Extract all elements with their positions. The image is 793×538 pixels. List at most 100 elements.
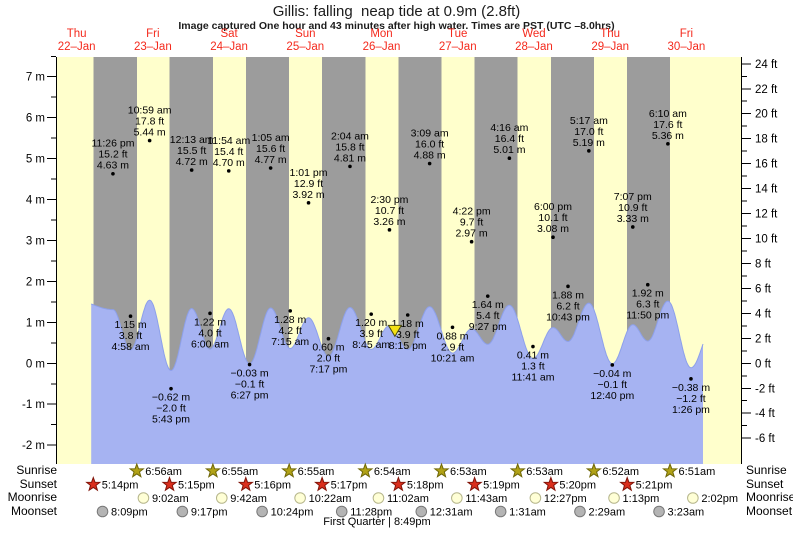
moonset-entry: 9:17pm [176, 505, 228, 519]
moonrise-entry: 12:27pm [529, 492, 587, 505]
moonrise-time: 11:43am [465, 493, 507, 505]
moonset-icon [653, 505, 665, 518]
sunrise-icon [433, 462, 450, 478]
right-axis-tick-label: 14 ft [755, 184, 778, 196]
moonrise-time: 9:02am [152, 493, 189, 505]
moonrise-icon [215, 492, 228, 504]
tide-point-dot [427, 161, 432, 166]
tide-point-dot [247, 362, 252, 367]
tide-label-line: 0.88 m [436, 330, 468, 342]
day-name: Thu [67, 28, 87, 40]
sunset-entry: 5:17pm [314, 476, 368, 492]
moonrise-icon [687, 492, 699, 504]
tide-point-dot [531, 344, 535, 349]
moonrise-row-label-right: Moonrise [746, 490, 793, 504]
moonrise-time: 10:22am [309, 493, 352, 505]
tide-label-line: 1.15 m [114, 319, 146, 331]
right-axis-tick-label: 18 ft [755, 134, 778, 146]
tide-point-dot [189, 168, 194, 172]
tide-label-line: 8:15 pm [389, 340, 427, 352]
right-axis-tick-label: 2 ft [755, 333, 772, 345]
sunrise-icon [585, 462, 602, 478]
tide-label-line: 5.01 m [493, 144, 525, 156]
moonrise-icon [137, 492, 150, 504]
tide-label-line: 11:41 am [511, 372, 554, 384]
day-date: 23–Jan [134, 41, 172, 53]
moonset-entry: 11:28pm [335, 505, 392, 519]
right-axis-tick-label: 0 ft [755, 358, 772, 370]
sunset-icon [542, 476, 559, 492]
tide-label-line: 1.92 m [632, 288, 664, 300]
tide-label-line: 6.3 ft [636, 299, 659, 311]
tide-label-line: 17.8 ft [135, 116, 164, 128]
tide-label-line: 4:16 am [490, 122, 528, 134]
sunset-time: 5:17pm [331, 480, 368, 492]
day-name: Sun [295, 28, 315, 40]
sunset-time: 5:14pm [102, 480, 139, 492]
right-axis-tick-label: 22 ft [755, 84, 778, 96]
sunrise-icon [128, 462, 145, 478]
sunrise-icon [204, 462, 221, 478]
sunset-row-label: Sunset [19, 477, 57, 491]
tide-label-line: 5.44 m [134, 127, 166, 139]
moonrise-time: 1:13pm [623, 493, 660, 505]
tide-label-line: 4:58 am [112, 341, 150, 353]
tide-label-line: −2.0 ft [156, 403, 186, 415]
tide-label-line: 9.7 ft [460, 217, 483, 229]
day-name: Sat [220, 28, 238, 40]
sunrise-entry: 6:54am [357, 462, 411, 478]
moonset-icon [256, 505, 268, 518]
sunrise-time: 6:55am [298, 466, 335, 478]
day-date: 29–Jan [591, 41, 629, 53]
left-axis-tick-label: 1 m [26, 317, 45, 329]
tide-point-dot [689, 377, 693, 381]
moonrise-row-label: Moonrise [7, 490, 57, 504]
tide-label-line: 0.60 m [312, 342, 344, 354]
sunrise-entry: 6:56am [128, 462, 182, 478]
tide-label-line: 1.3 ft [521, 361, 544, 373]
tide-label-line: 4:22 pm [453, 206, 491, 218]
low-tide-label: 1.15 m3.8 ft4:58 am [112, 319, 150, 353]
sunset-icon [237, 476, 254, 492]
moonrise-icon [608, 492, 620, 504]
tide-label-line: 7:07 pm [614, 191, 652, 203]
tide-point-dot [268, 166, 273, 170]
tide-label-line: 11:50 pm [626, 310, 669, 322]
right-axis-tick-label: 12 ft [755, 209, 778, 221]
right-axis-tick-label: 16 ft [755, 159, 778, 171]
tide-label-line: 10:21 am [431, 352, 475, 364]
tide-label-line: 6.2 ft [556, 300, 579, 312]
tide-label-line: 1.20 m [355, 317, 387, 329]
tide-label-line: 7:15 am [271, 336, 309, 348]
tide-point-dot [128, 314, 133, 319]
right-axis-tick-label: 4 ft [755, 308, 772, 320]
sunrise-time: 6:56am [145, 466, 182, 478]
tide-point-dot [369, 312, 374, 316]
left-axis-tick-label: 3 m [26, 235, 45, 247]
day-name: Fri [680, 28, 693, 40]
day-date: 26–Jan [363, 41, 401, 53]
left-axis-tick-label: 6 m [26, 113, 45, 125]
moonset-icon [335, 505, 348, 518]
tide-label-line: 12:40 pm [590, 390, 634, 402]
tide-label-line: 10.1 ft [538, 212, 567, 224]
moonrise-entry: 10:22am [294, 492, 352, 505]
sunset-entry: 5:14pm [85, 476, 139, 492]
tide-label-line: 4.77 m [255, 154, 287, 166]
right-axis-tick-label: -6 ft [755, 433, 776, 445]
sunrise-entry: 6:52am [585, 462, 639, 478]
moonset-time: 10:24pm [271, 507, 314, 519]
tide-label-line: 3.9 ft [360, 328, 383, 340]
tide-label-line: 4.81 m [334, 152, 366, 164]
